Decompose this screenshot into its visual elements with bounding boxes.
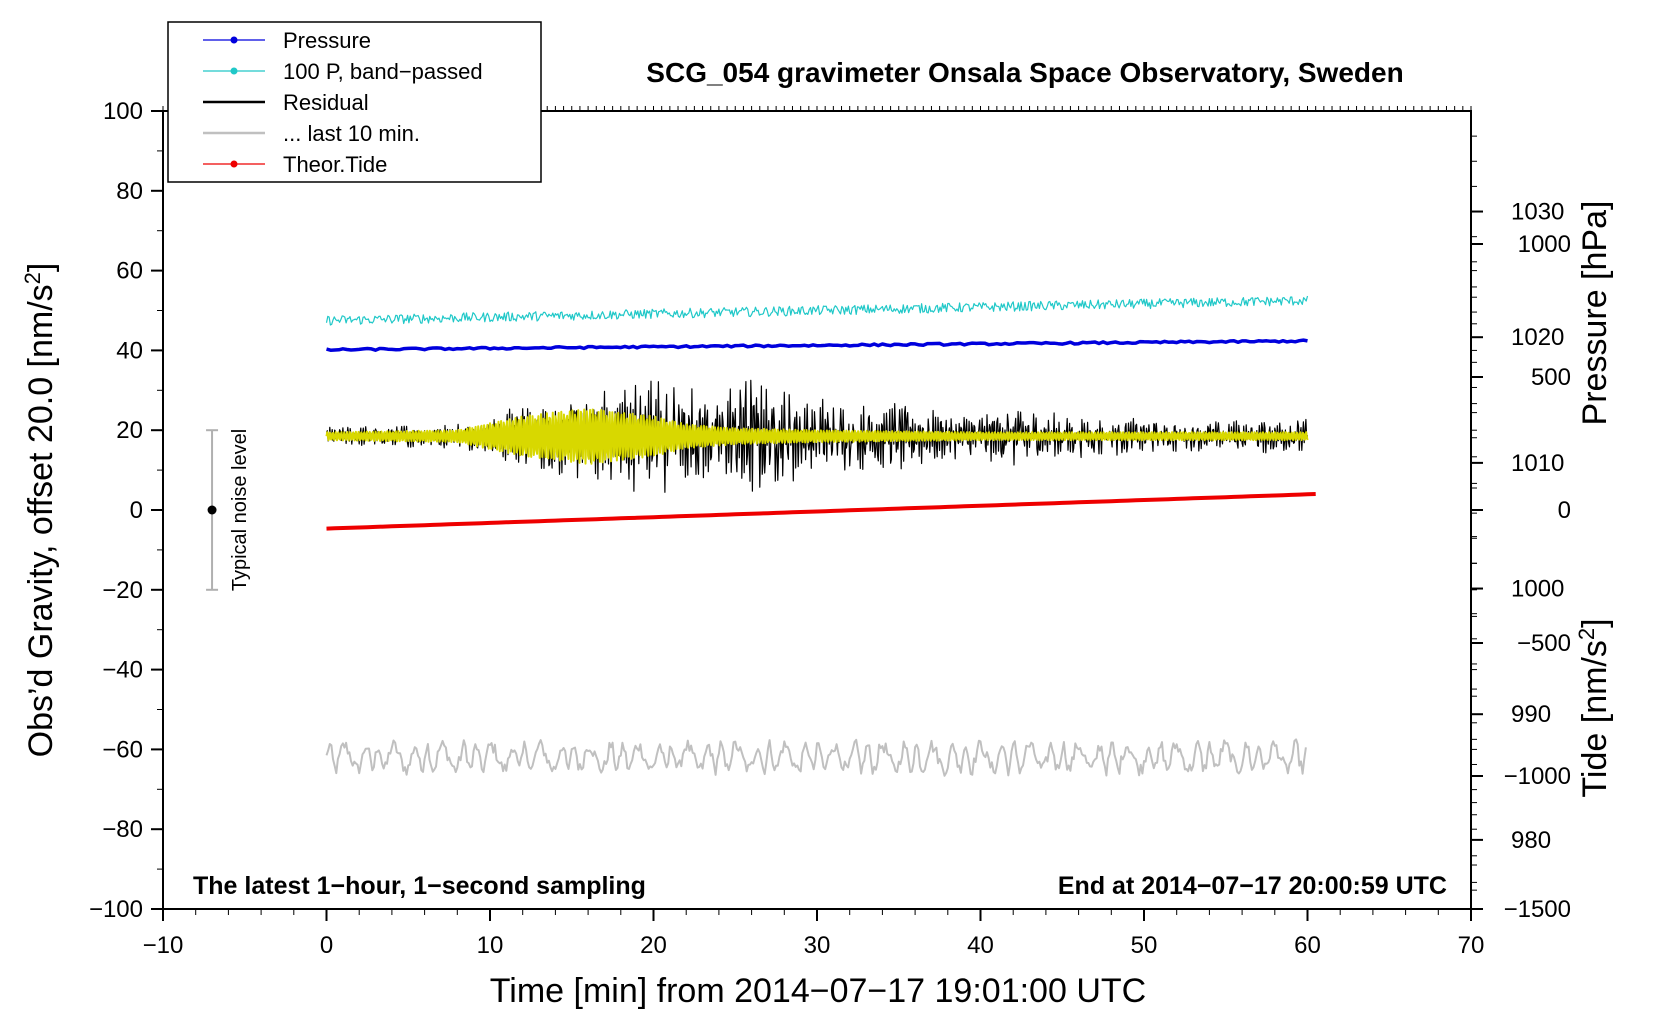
pressure-tick-label: 1010 xyxy=(1511,450,1564,477)
chart-title: SCG_054 gravimeter Onsala Space Observat… xyxy=(646,57,1403,88)
y-tick-label: 40 xyxy=(116,337,143,364)
y-axis-title-tide-sup: 2 xyxy=(1574,628,1599,640)
note-right: End at 2014−07−17 20:00:59 UTC xyxy=(1058,872,1447,900)
legend-label: 100 P, band−passed xyxy=(283,59,483,84)
y-tick-label: 20 xyxy=(116,417,143,444)
x-tick-label: 50 xyxy=(1131,932,1158,959)
y-tick-label: 80 xyxy=(116,178,143,205)
tide-tick-label: 1000 xyxy=(1518,231,1571,258)
legend-items: Pressure 100 P, band−passed Residual ... la… xyxy=(203,28,483,177)
y-tick-label: −80 xyxy=(102,816,143,843)
tide-tick-label: 0 xyxy=(1558,497,1571,524)
x-tick-label: 10 xyxy=(477,932,504,959)
y-axis-title-left-main: Obs’d Gravity, offset 20.0 [nm/s xyxy=(22,284,60,757)
tide-tick-label: −1000 xyxy=(1504,763,1571,790)
y-axis-title-tide: Tide [nm/s2] xyxy=(1574,618,1614,797)
series-layer xyxy=(325,295,1316,777)
series-last-10-min xyxy=(325,738,1307,777)
legend-label: Theor.Tide xyxy=(283,152,387,177)
y-tick-label: −40 xyxy=(102,657,143,684)
tick-layer: −10 0 10 20 30 40 50 60 70100806040200−20−40−60−… xyxy=(89,98,1571,959)
noise-bar: Typical noise level xyxy=(206,429,251,591)
pressure-tick-label: 990 xyxy=(1511,701,1551,728)
tide-tick-label: −1500 xyxy=(1504,896,1571,923)
y-tick-label: −60 xyxy=(102,736,143,763)
x-tick-label: −10 xyxy=(143,932,184,959)
y-axis-title-left-tail: ] xyxy=(22,263,60,272)
legend-marker xyxy=(230,67,238,75)
x-tick-label: 20 xyxy=(640,932,667,959)
x-tick-label: 30 xyxy=(804,932,831,959)
y-axis-title-tide-tail: ] xyxy=(1576,618,1614,627)
x-tick-label: 60 xyxy=(1294,932,1321,959)
y-axis-title-left: Obs’d Gravity, offset 20.0 [nm/s2] xyxy=(20,263,60,758)
series-residual-smoothed xyxy=(325,408,1309,465)
y-tick-label: −100 xyxy=(89,896,143,923)
legend-marker xyxy=(230,36,238,44)
noise-label: Typical noise level xyxy=(229,429,251,591)
legend-marker xyxy=(230,160,238,168)
pressure-tick-label: 1030 xyxy=(1511,199,1564,226)
y-tick-label: 100 xyxy=(103,98,143,125)
pressure-tick-label: 980 xyxy=(1511,827,1551,854)
x-axis-title: Time [min] from 2014−07−17 19:01:00 UTC xyxy=(490,972,1146,1010)
legend-label: Residual xyxy=(283,90,369,115)
series-theor-tide xyxy=(326,492,1316,531)
legend-label: ... last 10 min. xyxy=(283,121,420,146)
legend-label: Pressure xyxy=(283,28,371,53)
x-tick-label: 0 xyxy=(320,932,333,959)
tide-tick-label: −500 xyxy=(1517,630,1571,657)
tide-tick-label: 500 xyxy=(1531,364,1571,391)
y-tick-label: 0 xyxy=(130,497,143,524)
pressure-tick-label: 1000 xyxy=(1511,576,1564,603)
pressure-tick-label: 1020 xyxy=(1511,324,1564,351)
y-axis-title-pressure: Pressure [hPa] xyxy=(1576,201,1614,426)
series-pressure xyxy=(326,338,1308,352)
y-tick-label: 60 xyxy=(116,258,143,285)
y-axis-title-left-sup: 2 xyxy=(20,272,45,284)
y-axis-title-tide-main: Tide [nm/s xyxy=(1576,640,1614,797)
series-band-passed xyxy=(325,295,1309,326)
y-tick-label: −20 xyxy=(102,577,143,604)
note-left: The latest 1−hour, 1−second sampling xyxy=(193,872,646,900)
noise-bar-center-dot xyxy=(207,505,217,515)
x-tick-label: 40 xyxy=(967,932,994,959)
x-tick-label: 70 xyxy=(1458,932,1485,959)
legend: Pressure 100 P, band−passed Residual ... la… xyxy=(167,21,542,183)
